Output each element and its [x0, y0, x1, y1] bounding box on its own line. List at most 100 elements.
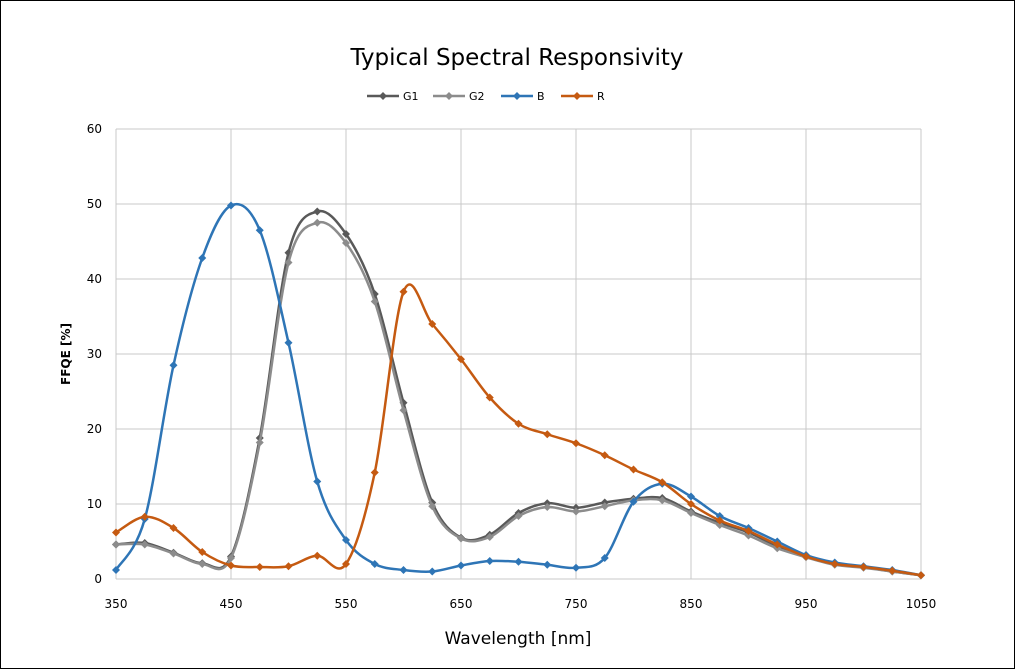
data-point-r-675 — [485, 393, 494, 402]
data-point-b-450 — [227, 201, 235, 210]
data-point-b-650 — [457, 561, 465, 570]
data-point-r-775 — [600, 451, 609, 460]
legend-marker-r — [573, 92, 581, 100]
data-point-b-600 — [399, 566, 408, 574]
y-axis-title: FFQE [%] — [59, 323, 73, 385]
y-tick-label-50: 50 — [87, 197, 102, 211]
series-g2 — [112, 218, 925, 580]
data-point-b-675 — [485, 557, 494, 565]
data-point-r-425 — [198, 548, 207, 556]
data-point-g2-700 — [514, 512, 523, 520]
x-tick-label-650: 650 — [450, 597, 473, 611]
x-tick-label-350: 350 — [105, 597, 128, 611]
data-point-r-700 — [514, 419, 523, 428]
series-line-g2 — [115, 220, 922, 577]
y-tick-label-20: 20 — [87, 422, 102, 436]
data-point-g2-850 — [687, 509, 695, 517]
y-tick-label-10: 10 — [87, 497, 102, 511]
series-b — [112, 201, 925, 580]
chart-title: Typical Spectral Responsivity — [349, 45, 683, 71]
data-point-r-375 — [140, 512, 149, 521]
data-point-r-900 — [744, 527, 753, 535]
data-point-g2-775 — [600, 502, 609, 511]
data-point-r-1000 — [859, 563, 868, 571]
data-point-g2-525 — [313, 218, 322, 227]
data-point-b-475 — [255, 226, 264, 235]
data-point-b-400 — [169, 361, 178, 370]
data-point-b-750 — [572, 563, 580, 572]
data-point-g2-350 — [112, 540, 120, 549]
data-point-r-725 — [543, 430, 552, 439]
data-point-r-925 — [773, 540, 782, 549]
data-point-r-350 — [112, 528, 120, 537]
data-point-g1-525 — [313, 207, 322, 216]
data-point-r-575 — [370, 468, 379, 477]
legend-label-b: B — [537, 90, 545, 103]
data-point-r-550 — [342, 560, 350, 568]
x-tick-label-450: 450 — [220, 597, 243, 611]
x-tick-label-950: 950 — [795, 597, 818, 611]
x-axis-title: Wavelength [nm] — [445, 629, 592, 649]
legend-label-r: R — [597, 90, 605, 103]
x-tick-label-750: 750 — [565, 597, 588, 611]
data-point-g2-375 — [140, 540, 149, 549]
data-point-r-600 — [399, 287, 408, 296]
legend-item-g1: G1 — [367, 90, 419, 103]
data-point-g2-400 — [169, 549, 178, 558]
data-point-b-800 — [629, 497, 638, 506]
legend-item-b: B — [501, 90, 545, 103]
y-tick-label-60: 60 — [87, 122, 102, 136]
data-point-g2-675 — [485, 533, 494, 541]
data-point-r-1025 — [888, 566, 897, 575]
series-layer — [112, 201, 925, 580]
y-tick-label-40: 40 — [87, 272, 102, 286]
data-point-g2-575 — [370, 297, 379, 306]
legend-marker-g1 — [379, 92, 387, 100]
legend-marker-b — [513, 92, 521, 100]
data-point-r-800 — [629, 465, 638, 474]
data-point-r-500 — [284, 562, 293, 571]
x-tick-label-850: 850 — [680, 597, 703, 611]
data-point-r-825 — [658, 478, 667, 487]
legend-item-r: R — [561, 90, 605, 103]
legend: G1 G2 B R — [367, 90, 605, 103]
data-point-b-850 — [687, 492, 695, 501]
data-point-g2-550 — [342, 239, 350, 247]
data-point-r-450 — [227, 561, 235, 570]
legend-label-g2: G2 — [469, 90, 485, 103]
data-point-g2-450 — [227, 554, 235, 562]
data-point-g2-500 — [284, 258, 293, 267]
data-point-g2-900 — [744, 531, 753, 540]
series-line-g1 — [115, 209, 922, 577]
data-point-r-400 — [169, 524, 178, 532]
y-tick-label-30: 30 — [87, 347, 102, 361]
data-point-b-425 — [198, 254, 207, 262]
data-point-r-1050 — [917, 571, 925, 580]
y-tick-label-0: 0 — [94, 572, 102, 586]
data-point-g2-825 — [658, 496, 667, 505]
data-point-g2-425 — [198, 560, 207, 568]
data-point-g2-725 — [543, 503, 552, 511]
x-tick-label-1050: 1050 — [906, 597, 937, 611]
series-r — [112, 283, 925, 580]
data-point-b-575 — [370, 560, 379, 568]
data-point-b-550 — [342, 536, 350, 544]
tick-labels: 350 450 550 650 750 850 950 1050 0 10 20 30 40 50 60 — [87, 122, 937, 611]
x-tick-label-550: 550 — [335, 597, 358, 611]
data-point-b-350 — [112, 566, 120, 574]
legend-item-g2: G2 — [433, 90, 485, 103]
legend-marker-g2 — [445, 92, 453, 100]
grid-layer — [115, 128, 922, 580]
data-point-r-875 — [715, 516, 724, 525]
data-point-g2-600 — [399, 406, 408, 415]
data-point-b-525 — [313, 477, 322, 486]
data-point-b-500 — [284, 338, 293, 347]
data-point-r-525 — [313, 551, 322, 560]
data-point-r-950 — [802, 552, 810, 561]
data-point-b-625 — [428, 567, 437, 576]
data-point-b-700 — [514, 557, 523, 566]
legend-label-g1: G1 — [403, 90, 419, 103]
data-point-g2-750 — [572, 507, 580, 516]
